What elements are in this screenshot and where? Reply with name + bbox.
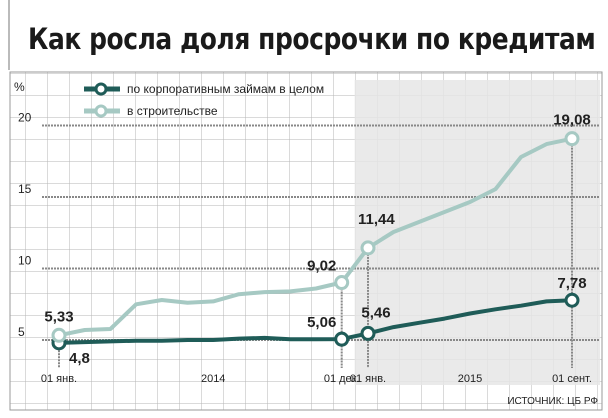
x-tick-label: 01 дек.	[324, 373, 360, 385]
data-point-marker	[564, 131, 580, 147]
data-point-marker	[334, 275, 350, 291]
x-tick-label: 2015	[458, 373, 482, 385]
y-tick-label: 5	[18, 325, 25, 339]
data-label: 11,44	[358, 211, 395, 228]
data-label: 4,8	[69, 350, 90, 367]
y-tick-label: 20	[18, 111, 32, 125]
series-line-0	[58, 298, 573, 345]
data-point-marker	[564, 292, 580, 308]
data-label: 19,08	[553, 112, 591, 129]
x-tick-label: 01 янв.	[350, 373, 386, 385]
frame	[9, 71, 603, 411]
x-tick-label: 2014	[201, 373, 225, 385]
source-note: ИСТОЧНИК: ЦБ РФ	[507, 396, 598, 407]
data-label: 5,06	[307, 314, 336, 331]
legend-item-construction: в строительстве	[84, 104, 218, 118]
x-tick-label: 01 сент.	[552, 373, 592, 385]
y-tick-label: 15	[18, 182, 32, 196]
legend-marker-corporate	[94, 82, 108, 96]
data-label: 9,02	[307, 258, 336, 275]
data-point-marker	[334, 331, 350, 347]
x-tick-label: 01 янв.	[41, 373, 77, 385]
data-label: 5,46	[361, 304, 390, 321]
legend-item-corporate: по корпоративным займам в целом	[84, 82, 324, 96]
legend-label-construction: в строительстве	[127, 104, 218, 118]
data-label: 5,33	[44, 308, 73, 325]
legend-label-corporate: по корпоративным займам в целом	[127, 82, 324, 96]
chart-title: Как росла доля просрочки по кредитам	[28, 22, 596, 56]
legend: по корпоративным займам в целом в строит…	[84, 82, 324, 118]
data-label: 7,78	[557, 275, 586, 292]
y-tick-label: 10	[18, 254, 32, 268]
data-point-marker	[360, 240, 376, 256]
title-rule	[8, 0, 10, 70]
data-point-marker	[51, 327, 67, 343]
data-point-marker	[360, 325, 376, 341]
series-line-1	[58, 136, 573, 338]
legend-marker-construction	[94, 104, 108, 118]
y-axis-unit: %	[14, 80, 25, 94]
